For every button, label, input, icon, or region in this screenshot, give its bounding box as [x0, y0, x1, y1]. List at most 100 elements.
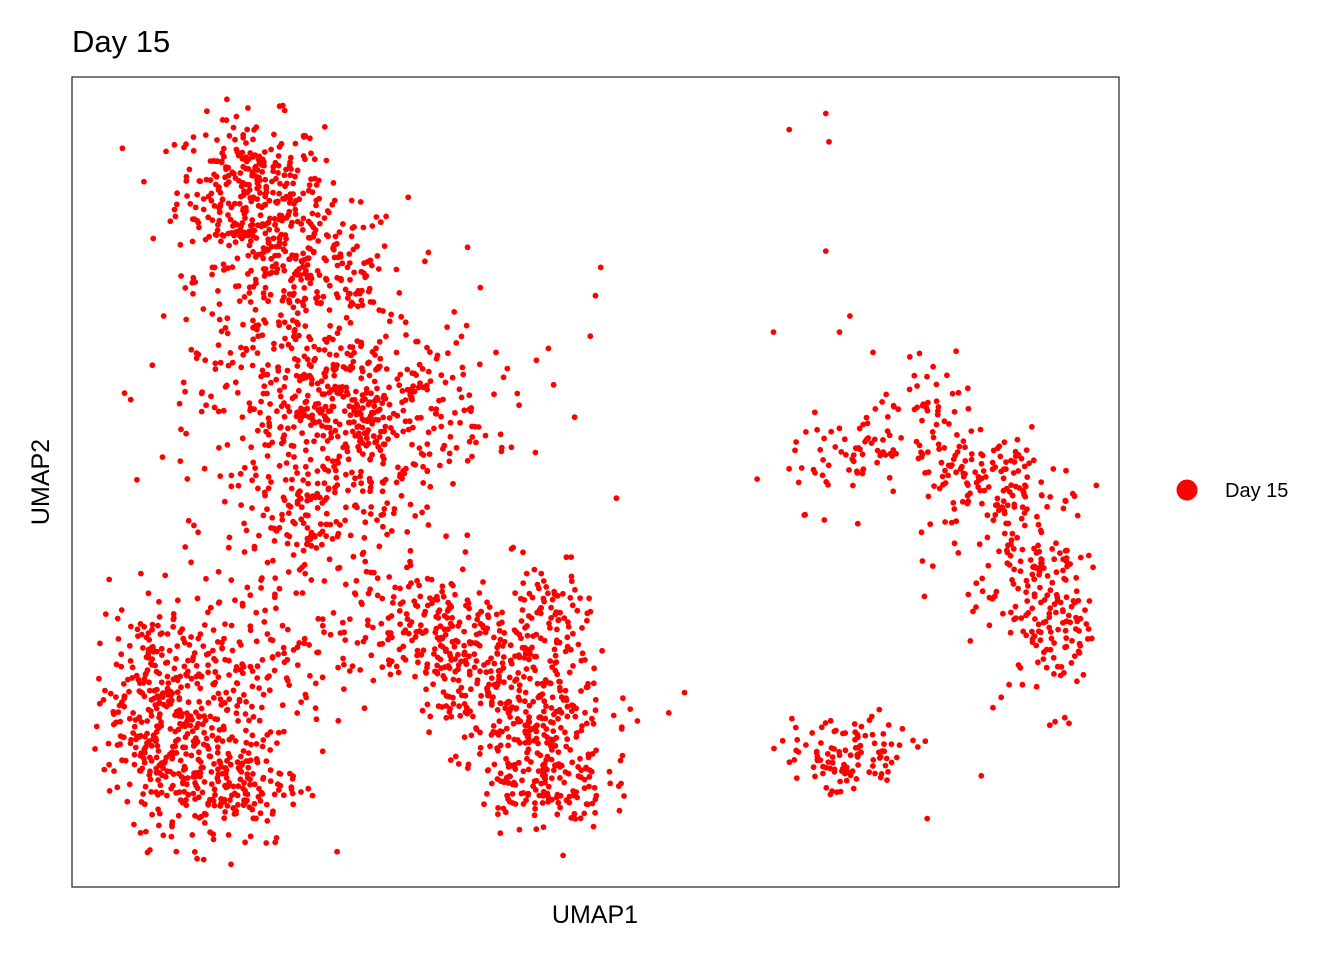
data-point — [353, 577, 360, 584]
data-point — [562, 687, 569, 694]
data-point — [300, 133, 307, 139]
data-point — [226, 132, 233, 139]
data-point — [164, 688, 171, 695]
data-point — [237, 170, 244, 176]
data-point — [201, 622, 208, 628]
data-point — [322, 368, 329, 375]
data-point — [360, 224, 367, 231]
data-point — [267, 215, 273, 222]
data-point — [173, 674, 180, 681]
data-point — [271, 667, 278, 674]
data-point — [541, 698, 548, 705]
data-point — [313, 202, 319, 209]
data-point — [240, 663, 247, 670]
data-point — [394, 412, 401, 419]
data-point — [234, 759, 241, 766]
data-point — [294, 710, 301, 716]
data-point — [385, 636, 391, 643]
data-point — [1069, 490, 1076, 497]
data-point — [473, 439, 479, 446]
data-point — [339, 260, 346, 267]
data-point — [1074, 678, 1080, 685]
data-point — [170, 623, 177, 630]
data-point — [321, 391, 328, 397]
data-point — [223, 689, 230, 696]
data-point — [160, 313, 167, 319]
data-point — [522, 689, 529, 696]
data-point — [924, 407, 931, 414]
data-point — [246, 242, 253, 249]
data-point — [321, 255, 328, 262]
data-point — [201, 820, 208, 826]
data-point — [280, 792, 287, 799]
data-point — [250, 283, 257, 290]
data-point — [351, 408, 358, 414]
data-point — [347, 276, 353, 283]
data-point — [979, 452, 986, 459]
data-point — [145, 590, 152, 597]
data-point — [255, 485, 261, 492]
data-point — [397, 621, 403, 627]
data-point — [316, 418, 322, 425]
data-point — [214, 227, 221, 234]
data-point — [365, 401, 372, 408]
data-point — [289, 317, 296, 324]
data-point — [224, 315, 231, 322]
data-point — [360, 508, 367, 515]
data-point — [849, 456, 856, 462]
data-point — [196, 224, 202, 231]
data-point — [398, 492, 405, 499]
data-point — [200, 741, 207, 748]
data-point — [229, 734, 235, 740]
data-point — [439, 583, 446, 590]
data-point — [589, 715, 595, 722]
data-point — [501, 630, 508, 636]
data-point — [240, 785, 247, 792]
data-point — [209, 732, 216, 739]
data-point — [582, 709, 588, 716]
data-point — [818, 724, 825, 731]
data-point — [148, 696, 155, 703]
data-point — [520, 801, 527, 807]
data-point — [508, 546, 515, 552]
data-point — [860, 421, 867, 428]
data-point — [193, 662, 200, 669]
data-point — [621, 793, 627, 799]
data-point — [468, 732, 475, 739]
data-point — [262, 266, 269, 272]
data-point — [217, 203, 224, 210]
data-point — [424, 467, 431, 474]
data-point — [412, 513, 419, 519]
data-point — [542, 779, 548, 786]
data-point — [854, 468, 860, 475]
data-point — [476, 361, 483, 368]
data-point — [189, 832, 196, 838]
data-point — [250, 344, 256, 351]
data-point — [884, 428, 891, 435]
data-point — [298, 789, 304, 795]
data-point — [408, 580, 414, 587]
data-point — [215, 690, 222, 697]
data-point — [262, 284, 269, 291]
data-point — [96, 700, 103, 707]
data-point — [222, 325, 229, 331]
data-point — [491, 634, 497, 641]
data-point — [345, 419, 352, 426]
data-point — [341, 661, 347, 668]
data-point — [368, 262, 375, 269]
data-point — [403, 465, 409, 472]
data-point — [317, 494, 323, 501]
data-point — [395, 669, 402, 676]
data-point — [286, 682, 293, 688]
data-point — [262, 176, 269, 183]
data-point — [145, 646, 152, 653]
legend-label-day-15: Day 15 — [1225, 480, 1288, 502]
data-point — [416, 361, 423, 368]
data-point — [964, 492, 971, 499]
data-point — [224, 96, 230, 103]
data-point — [158, 679, 165, 686]
data-point — [568, 554, 575, 560]
data-point — [193, 350, 200, 356]
data-point — [933, 421, 940, 428]
data-point — [400, 643, 407, 650]
